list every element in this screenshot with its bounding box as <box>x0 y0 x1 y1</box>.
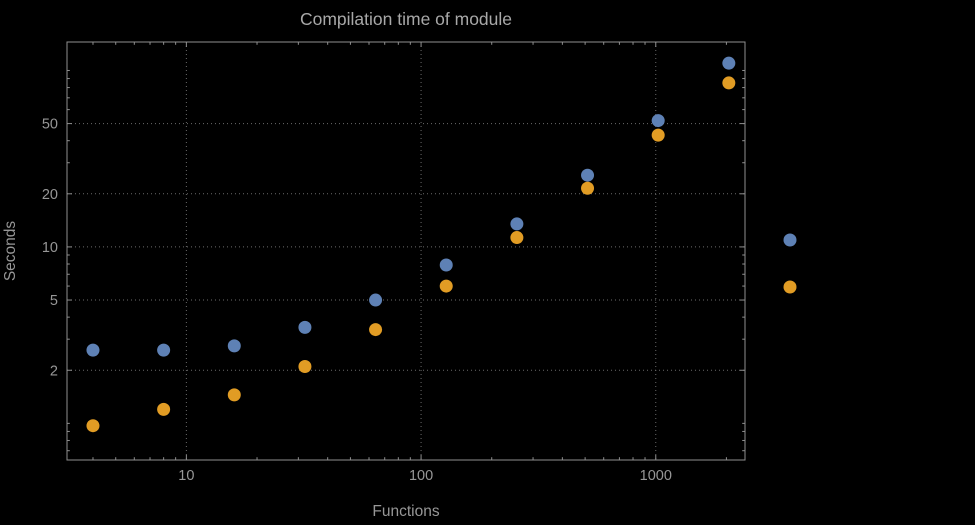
y-tick-label: 2 <box>50 363 58 379</box>
x-tick-label: 10 <box>178 468 194 484</box>
point-series-1 <box>369 293 383 307</box>
gridlines <box>67 42 745 460</box>
y-tick-label: 50 <box>42 117 58 133</box>
axis-ticks <box>67 42 745 460</box>
point-series-1 <box>510 217 524 231</box>
chart-title: Compilation time of module <box>300 9 512 29</box>
point-series-2 <box>298 360 312 374</box>
point-series-1 <box>298 320 312 334</box>
point-series-1 <box>439 258 453 272</box>
point-series-2 <box>369 323 383 337</box>
point-series-1 <box>651 114 665 128</box>
point-series-2 <box>439 279 453 293</box>
plot-frame <box>66 41 746 461</box>
data-points <box>86 56 736 433</box>
x-tick-label: 1000 <box>640 468 672 484</box>
point-series-1 <box>581 168 595 182</box>
y-tick-label: 10 <box>42 240 58 256</box>
point-series-2 <box>581 181 595 195</box>
point-series-2 <box>651 128 665 142</box>
y-tick-label: 20 <box>42 187 58 203</box>
point-series-2 <box>157 402 171 416</box>
x-tick-label: 100 <box>409 468 433 484</box>
legend <box>783 233 797 294</box>
legend-marker-series-2 <box>783 280 797 294</box>
tick-labels: 10 100 1000 2 5 10 20 50 <box>42 117 672 484</box>
point-series-2 <box>227 388 241 402</box>
x-axis-label: Functions <box>372 503 439 520</box>
point-series-1 <box>157 343 171 357</box>
y-axis-label: Seconds <box>2 221 19 282</box>
point-series-1 <box>227 339 241 353</box>
y-tick-label: 5 <box>50 293 58 309</box>
point-series-2 <box>510 231 524 245</box>
legend-marker-series-1 <box>783 233 797 247</box>
point-series-1 <box>86 343 100 357</box>
point-series-1 <box>722 56 736 70</box>
point-series-2 <box>86 419 100 433</box>
point-series-2 <box>722 76 736 90</box>
